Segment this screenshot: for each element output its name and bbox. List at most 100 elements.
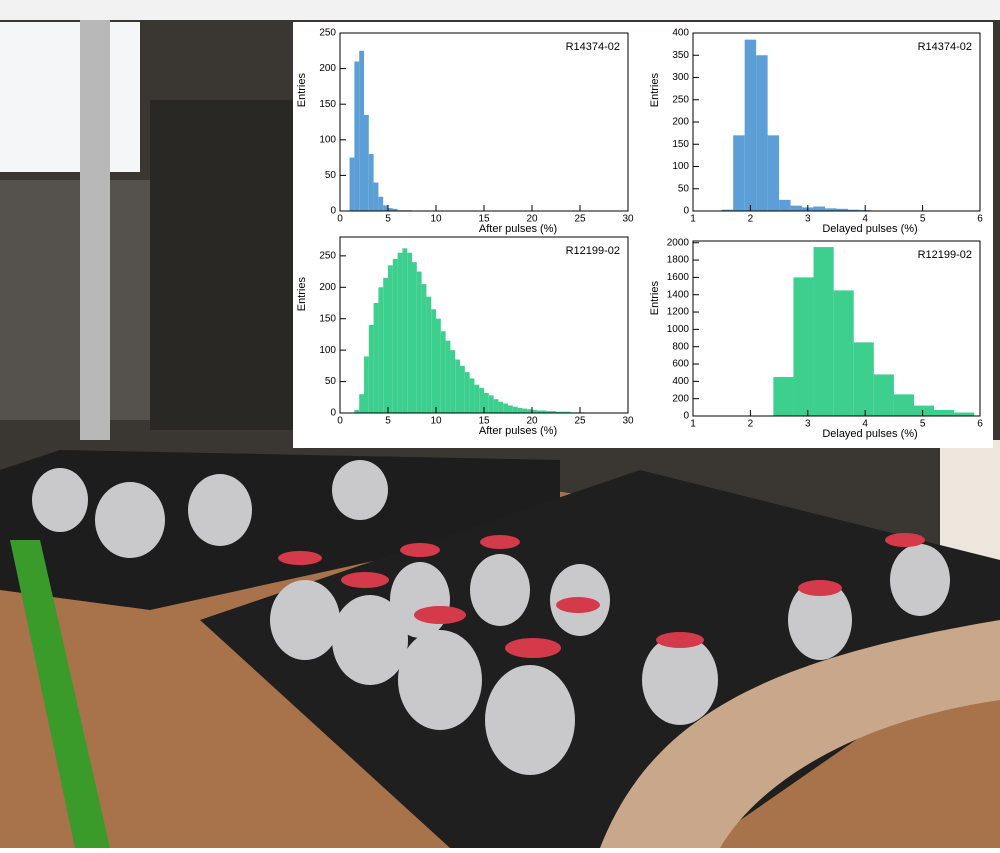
y-tick-label: 200	[672, 393, 689, 404]
y-axis-label: Entries	[649, 73, 661, 108]
y-tick-label: 300	[672, 72, 689, 83]
histogram-bar	[934, 409, 955, 416]
y-tick-label: 0	[330, 408, 336, 419]
x-tick-label: 30	[622, 416, 634, 427]
histogram-bar	[368, 325, 374, 413]
histogram-bar	[431, 309, 436, 413]
x-tick-label: 5	[920, 214, 926, 225]
histogram-bar	[847, 209, 860, 211]
y-tick-label: 150	[672, 139, 689, 150]
y-tick-label: 0	[683, 411, 689, 422]
histogram-bar	[546, 411, 552, 413]
histogram-bar	[354, 409, 360, 413]
y-tick-label: 200	[672, 117, 689, 128]
histogram-bar	[392, 208, 398, 211]
histogram-bar	[378, 196, 384, 211]
histogram-bar	[440, 331, 446, 413]
y-tick-label: 600	[672, 359, 689, 370]
x-tick-label: 10	[430, 214, 442, 225]
histogram-bar	[565, 411, 571, 413]
chart-label: R12199-02	[918, 249, 972, 261]
rack-post	[80, 20, 110, 440]
chart-label: R14374-02	[566, 41, 620, 53]
histogram-bar	[793, 277, 814, 416]
histogram-bar	[873, 374, 894, 416]
histogram-bar	[556, 411, 561, 413]
x-tick-label: 6	[977, 419, 983, 430]
x-axis-label: Delayed pulses (%)	[822, 223, 917, 235]
histogram-bar	[359, 394, 364, 413]
y-tick-label: 250	[319, 250, 336, 261]
y-tick-label: 350	[672, 50, 689, 61]
x-tick-label: 5	[920, 419, 926, 430]
histogram-bar	[421, 284, 427, 413]
histogram-bar	[756, 55, 768, 211]
x-tick-label: 4	[862, 419, 868, 430]
histogram-bar	[893, 394, 914, 416]
histogram-bar	[378, 287, 384, 413]
y-axis-label: Entries	[296, 73, 308, 108]
histogram-bar	[364, 114, 369, 211]
y-tick-label: 50	[678, 183, 690, 194]
histogram-bar	[479, 387, 484, 413]
histogram-bar	[853, 342, 874, 416]
histogram-bar	[527, 409, 532, 413]
x-tick-label: 20	[526, 416, 538, 427]
y-tick-label: 150	[319, 313, 336, 324]
x-tick-label: 5	[385, 214, 391, 225]
histogram-bar	[412, 262, 417, 413]
histogram-bar	[392, 259, 398, 413]
y-tick-label: 250	[672, 94, 689, 105]
y-tick-label: 1200	[667, 307, 690, 318]
histogram-bar	[407, 252, 412, 413]
histogram-bar	[373, 182, 379, 211]
y-tick-label: 100	[319, 345, 336, 356]
x-tick-label: 30	[622, 214, 634, 225]
y-tick-label: 1400	[667, 289, 690, 300]
y-tick-label: 800	[672, 341, 689, 352]
histogram-bar	[522, 408, 528, 413]
x-tick-label: 6	[977, 214, 983, 225]
y-axis-label: Entries	[296, 277, 308, 312]
histogram-bar	[836, 208, 848, 211]
histogram-bar	[825, 208, 837, 211]
histogram-bar	[373, 303, 379, 413]
histogram-bar	[359, 50, 364, 211]
histogram-bar	[469, 378, 475, 413]
histogram-bar	[913, 405, 935, 416]
monitor	[0, 22, 140, 172]
y-tick-label: 400	[672, 28, 689, 39]
y-tick-label: 50	[325, 170, 337, 181]
y-tick-label: 200	[319, 63, 336, 74]
x-tick-label: 2	[748, 419, 754, 430]
histogram-bar	[790, 205, 803, 211]
histogram-bar	[426, 296, 432, 413]
y-tick-label: 150	[319, 99, 336, 110]
histogram-bar	[388, 208, 393, 211]
x-tick-label: 25	[574, 416, 586, 427]
histogram-bar	[498, 401, 504, 413]
x-tick-label: 1	[690, 419, 696, 430]
x-tick-label: 4	[862, 214, 868, 225]
histogram-bar	[773, 377, 794, 416]
x-axis-label: After pulses (%)	[479, 223, 557, 235]
histogram-bar	[560, 411, 566, 413]
histogram-bar	[733, 135, 745, 211]
histogram-bar	[779, 199, 791, 211]
histogram-bar	[517, 407, 523, 413]
y-tick-label: 1600	[667, 272, 690, 283]
y-tick-label: 100	[672, 161, 689, 172]
x-tick-label: 0	[337, 214, 343, 225]
histogram-bar	[541, 410, 547, 413]
table-leg	[10, 540, 110, 848]
histogram-bar	[474, 384, 480, 413]
histogram-bar	[813, 206, 826, 211]
histogram-bar	[833, 290, 854, 416]
histogram-bar	[388, 265, 393, 413]
histogram-bar	[397, 252, 403, 413]
chart-label: R12199-02	[566, 245, 620, 257]
x-tick-label: 0	[337, 416, 343, 427]
y-tick-label: 50	[325, 376, 337, 387]
y-tick-label: 1000	[667, 324, 690, 335]
